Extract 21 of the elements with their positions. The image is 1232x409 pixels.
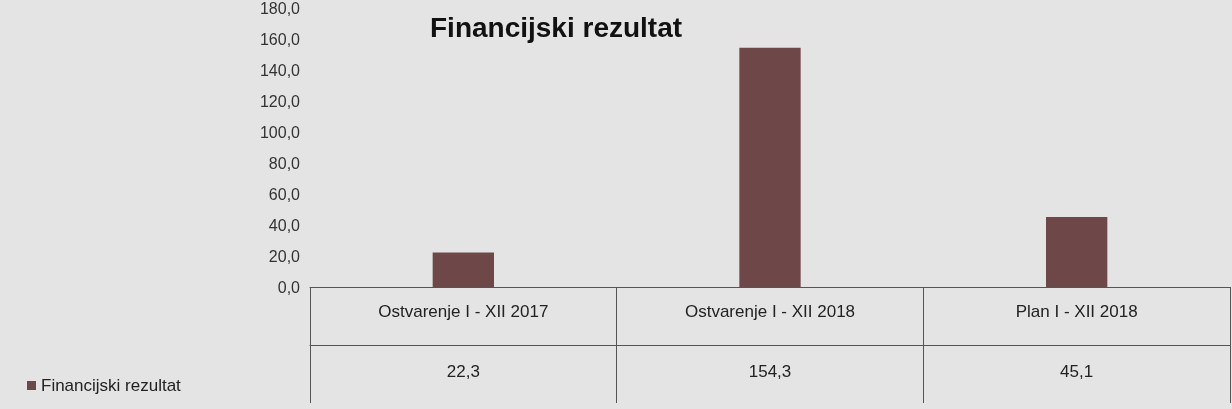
y-tick-label: 60,0 [268, 185, 301, 203]
data-label: 154,3 [748, 362, 792, 381]
bar [432, 252, 494, 287]
data-label: 45,1 [1060, 362, 1094, 381]
bar [1046, 217, 1108, 287]
bar [739, 47, 801, 287]
x-tick-label: Ostvarenje I - XII 2018 [684, 301, 856, 321]
y-tick-label: 160,0 [259, 30, 301, 48]
y-tick-label: 80,0 [268, 154, 301, 172]
y-tick-label: 20,0 [268, 247, 301, 265]
y-tick-label: 180,0 [259, 0, 301, 17]
y-tick-label: 140,0 [259, 61, 301, 79]
y-tick-label: 100,0 [259, 123, 301, 141]
y-tick-label: 120,0 [259, 92, 301, 110]
y-tick-label: 0,0 [277, 278, 301, 296]
x-tick-label: Ostvarenje I - XII 2017 [378, 301, 549, 321]
x-tick-label: Plan I - XII 2018 [1015, 301, 1138, 321]
legend-label: Financijski rezultat [41, 376, 182, 395]
data-label: 22,3 [446, 362, 480, 381]
y-tick-label: 40,0 [268, 216, 301, 234]
chart-title: Financijski rezultat [430, 11, 683, 43]
